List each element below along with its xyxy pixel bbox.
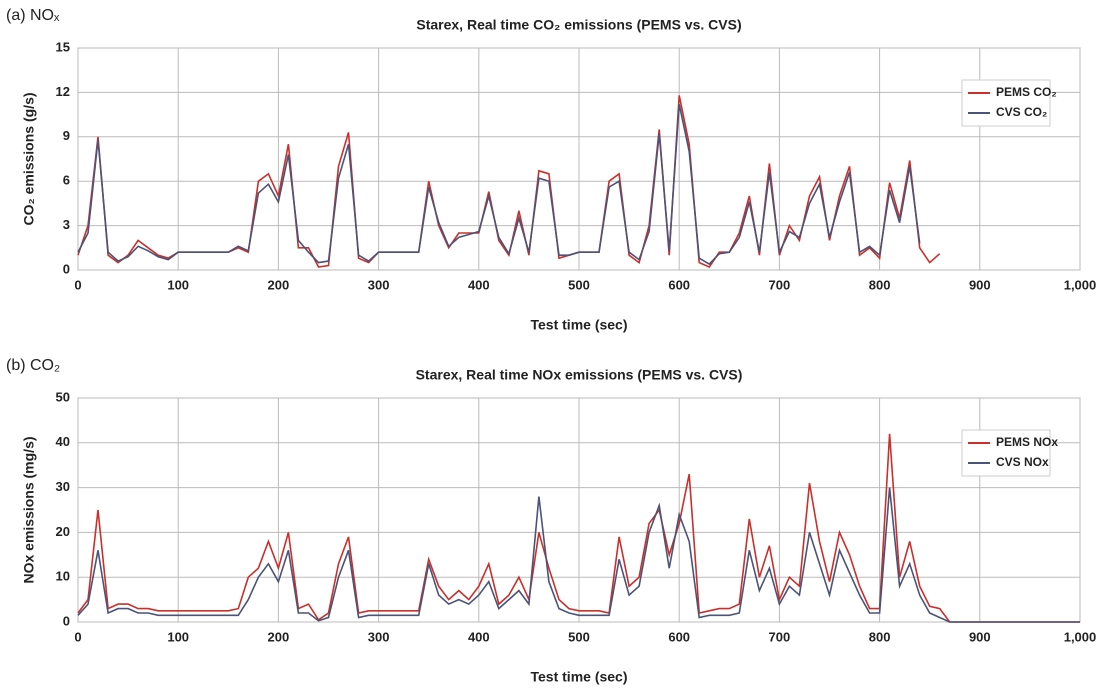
y-tick-label: 15 xyxy=(56,39,70,54)
x-tick-label: 200 xyxy=(268,277,290,292)
x-tick-label: 300 xyxy=(368,277,390,292)
x-tick-label: 600 xyxy=(668,629,690,644)
data-line xyxy=(77,104,921,266)
y-tick-label: 30 xyxy=(56,479,70,494)
legend-box xyxy=(961,429,1051,477)
x-tick-label: 500 xyxy=(568,629,590,644)
x-tick-label: 500 xyxy=(568,277,590,292)
panel-label: (b) CO₂ xyxy=(6,357,60,374)
x-tick-label: 700 xyxy=(769,629,791,644)
y-tick-label: 10 xyxy=(56,569,70,584)
x-tick-label: 200 xyxy=(268,629,290,644)
y-tick-label: 3 xyxy=(63,217,70,232)
x-tick-label: 1,000 xyxy=(1064,629,1097,644)
legend-label: CVS CO₂ xyxy=(996,105,1047,119)
x-tick-label: 700 xyxy=(769,277,791,292)
y-tick-label: 0 xyxy=(63,261,70,276)
y-tick-label: 20 xyxy=(56,524,70,539)
x-tick-label: 400 xyxy=(468,629,490,644)
legend-box xyxy=(961,79,1051,127)
x-tick-label: 300 xyxy=(368,629,390,644)
legend-label: PEMS CO₂ xyxy=(996,85,1057,99)
y-axis-label: CO₂ emissions (g/s) xyxy=(21,92,37,225)
legend-label: CVS NOx xyxy=(996,455,1049,469)
y-tick-label: 12 xyxy=(56,84,70,99)
data-line xyxy=(77,487,1080,623)
x-tick-label: 800 xyxy=(869,629,891,644)
x-tick-label: 0 xyxy=(74,629,81,644)
x-axis-label: Test time (sec) xyxy=(531,317,628,333)
x-tick-label: 1,000 xyxy=(1064,277,1097,292)
data-line xyxy=(77,433,1080,623)
panel-label: (a) NOₓ xyxy=(6,7,60,24)
x-tick-label: 400 xyxy=(468,277,490,292)
legend-label: PEMS NOx xyxy=(996,435,1058,449)
y-tick-label: 0 xyxy=(63,613,70,628)
y-tick-label: 9 xyxy=(63,128,70,143)
x-tick-label: 800 xyxy=(869,277,891,292)
x-tick-label: 100 xyxy=(167,629,189,644)
x-tick-label: 100 xyxy=(167,277,189,292)
y-tick-label: 50 xyxy=(56,389,70,404)
x-axis-label: Test time (sec) xyxy=(531,669,628,685)
y-tick-label: 40 xyxy=(56,434,70,449)
x-tick-label: 600 xyxy=(668,277,690,292)
x-tick-label: 900 xyxy=(969,277,991,292)
y-axis-label: NOx emissions (mg/s) xyxy=(21,436,37,583)
x-tick-label: 900 xyxy=(969,629,991,644)
chart-title: Starex, Real time CO₂ emissions (PEMS vs… xyxy=(416,17,741,33)
x-tick-label: 0 xyxy=(74,277,81,292)
y-tick-label: 6 xyxy=(63,173,70,188)
chart-title: Starex, Real time NOx emissions (PEMS vs… xyxy=(416,367,743,383)
